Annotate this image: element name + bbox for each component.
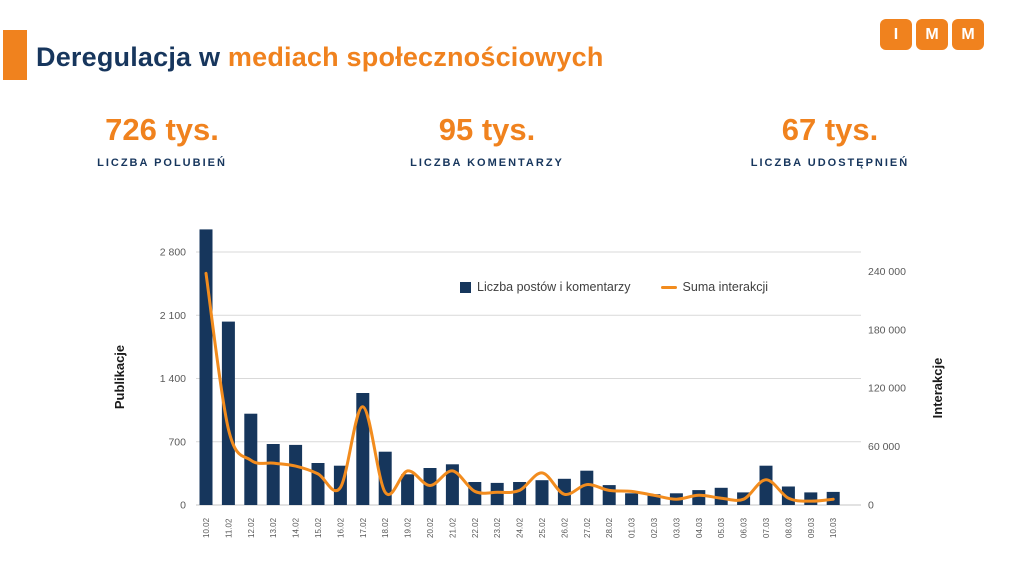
x-axis-label: 12.02 [247, 517, 256, 538]
right-axis-tick: 120 000 [868, 383, 906, 395]
bar [378, 451, 392, 505]
logo-letter-i: I [880, 19, 912, 50]
x-axis-label: 20.02 [426, 517, 435, 538]
stat-shares-label: LICZBA UDOSTĘPNIEŃ [750, 157, 910, 169]
bar [445, 464, 459, 505]
bar [535, 480, 549, 505]
bar [266, 444, 280, 505]
bar [199, 229, 213, 505]
chart-legend: Liczba postów i komentarzy Suma interakc… [460, 280, 768, 294]
bar [311, 463, 325, 505]
bar [356, 393, 370, 505]
x-axis-label: 22.02 [471, 517, 480, 538]
bar [759, 465, 773, 505]
x-axis-label: 02.03 [650, 517, 659, 538]
x-axis-label: 17.02 [359, 517, 368, 538]
bar [490, 482, 504, 505]
left-axis-tick: 2 800 [160, 247, 186, 259]
x-axis-label: 21.02 [448, 517, 457, 538]
imm-logo: I M M [880, 19, 984, 50]
bar [401, 474, 415, 505]
x-axis-label: 10.03 [829, 517, 838, 538]
x-axis-label: 27.02 [583, 517, 592, 538]
bar [647, 494, 661, 505]
bar [221, 321, 235, 505]
bar [557, 478, 571, 505]
x-axis-label: 04.03 [695, 517, 704, 538]
x-axis-label: 01.03 [628, 517, 637, 538]
legend-item-bars: Liczba postów i komentarzy [460, 280, 631, 294]
stat-shares-value: 67 tys. [781, 112, 879, 147]
x-axis-label: 25.02 [538, 517, 547, 538]
bar [804, 492, 818, 505]
stat-shares: 67 tys. LICZBA UDOSTĘPNIEŃ [725, 112, 935, 169]
x-axis-label: 10.02 [202, 517, 211, 538]
x-axis-label: 03.03 [672, 517, 681, 538]
x-axis-label: 24.02 [516, 517, 525, 538]
left-axis-title: Publikacje [112, 344, 127, 410]
interactions-line [204, 271, 835, 503]
accent-bar [3, 30, 27, 80]
x-axis-label: 09.03 [807, 517, 816, 538]
bar-series-label: Liczba postów i komentarzy [477, 280, 631, 294]
x-axis-label: 15.02 [314, 517, 323, 538]
right-axis-tick: 240 000 [868, 266, 906, 278]
x-axis-label: 06.03 [740, 517, 749, 538]
left-axis-tick: 1 400 [160, 373, 186, 385]
page-title: Deregulacja w mediach społecznościowych [36, 42, 604, 73]
x-axis-label: 14.02 [292, 517, 301, 538]
x-axis-label: 19.02 [404, 517, 413, 538]
left-axis-tick: 0 [180, 500, 186, 512]
logo-letter-m1: M [916, 19, 948, 50]
stat-comments-value: 95 tys. [438, 112, 536, 147]
right-axis-tick: 0 [868, 500, 874, 512]
left-axis-tick: 700 [168, 436, 186, 448]
left-axis-tick: 2 100 [160, 310, 186, 322]
stat-likes-value: 726 tys. [105, 112, 219, 147]
page-title-orange: mediach społecznościowych [227, 42, 604, 72]
stat-comments: 95 tys. LICZBA KOMENTARZY [382, 112, 592, 169]
x-axis-label: 11.02 [224, 518, 233, 538]
x-axis-label: 28.02 [605, 517, 614, 538]
x-axis-label: 08.03 [784, 517, 793, 538]
line-series-label: Suma interakcji [682, 280, 768, 294]
right-axis-title: Interakcje [930, 357, 945, 419]
stat-likes: 726 tys. LICZBA POLUBIEŃ [57, 112, 267, 169]
legend-item-line: Suma interakcji [660, 280, 768, 294]
page-title-dark: Deregulacja w [36, 42, 228, 72]
x-axis-label: 23.02 [493, 517, 502, 538]
x-axis-label: 07.03 [762, 517, 771, 538]
bar [692, 490, 706, 505]
line-series-swatch-icon [660, 285, 677, 289]
right-axis-tick: 60 000 [868, 441, 900, 453]
logo-letter-m2: M [952, 19, 984, 50]
right-axis-tick: 180 000 [868, 324, 906, 336]
stat-likes-label: LICZBA POLUBIEŃ [97, 157, 227, 169]
x-axis-label: 13.02 [269, 517, 278, 538]
stat-comments-label: LICZBA KOMENTARZY [410, 157, 564, 169]
x-axis-label: 05.03 [717, 517, 726, 538]
bar [714, 487, 728, 505]
bar [289, 444, 303, 505]
bar [580, 470, 594, 505]
bar [625, 493, 639, 505]
x-axis-label: 18.02 [381, 517, 390, 538]
x-axis-label: 16.02 [336, 517, 345, 538]
x-axis-label: 26.02 [560, 517, 569, 538]
bar-series-swatch-icon [460, 281, 471, 293]
